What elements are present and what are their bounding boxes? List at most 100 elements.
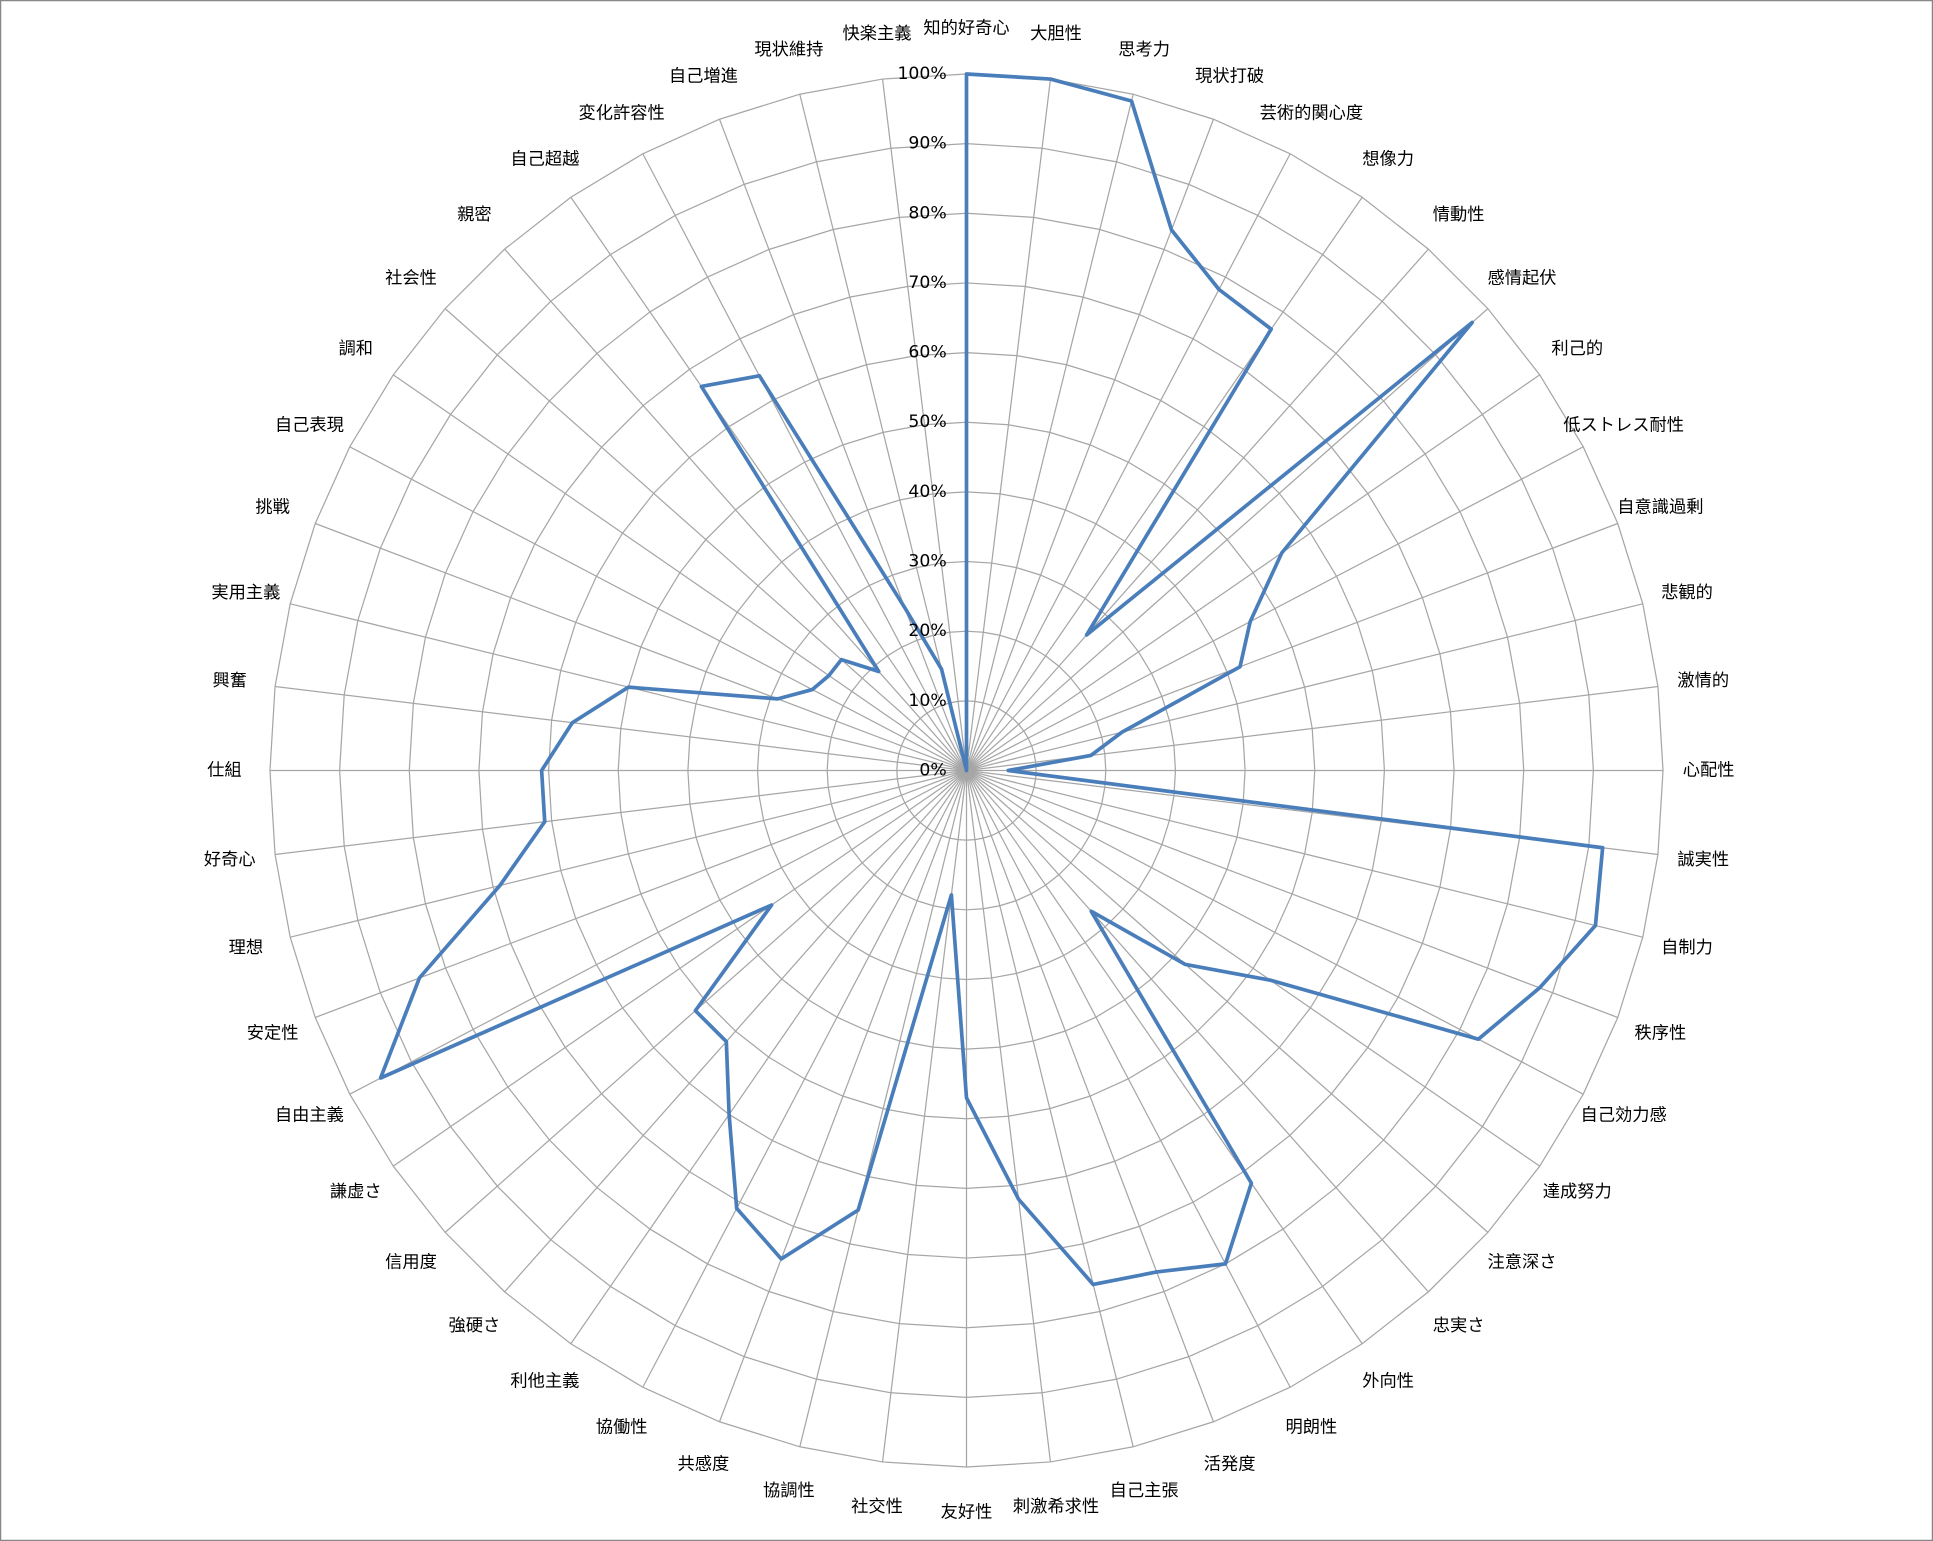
spoke — [444, 770, 967, 1233]
category-label: 知的好奇心 — [923, 18, 1009, 38]
grid — [269, 73, 1664, 1468]
category-label: 調和 — [338, 339, 373, 359]
y-tick-label: 80% — [908, 203, 946, 223]
category-label: 刺激希求性 — [1013, 1497, 1099, 1517]
spoke — [349, 769, 967, 1095]
spoke — [966, 770, 1489, 1233]
spoke — [966, 603, 1643, 772]
category-label: 感情起伏 — [1487, 268, 1556, 288]
category-label: 自己主張 — [1110, 1481, 1179, 1501]
spoke — [718, 770, 968, 1422]
spoke — [966, 769, 1541, 1167]
category-label: 変化許容性 — [578, 103, 664, 123]
spoke — [966, 770, 1429, 1293]
category-label: 自己超越 — [510, 150, 579, 170]
category-label: 親密 — [457, 205, 492, 225]
plot — [378, 72, 1605, 1287]
spoke — [392, 769, 967, 1167]
spoke — [274, 769, 967, 856]
spoke — [504, 248, 967, 771]
category-label: 活発度 — [1204, 1454, 1256, 1474]
category-label: 仕組 — [207, 761, 242, 781]
y-tick-label: 70% — [908, 273, 946, 293]
category-label: 心配性 — [1683, 761, 1735, 781]
spoke — [966, 769, 1618, 1019]
spoke — [965, 153, 1291, 771]
category-label: 快楽主義 — [843, 24, 912, 44]
category-label: 思考力 — [1118, 40, 1170, 60]
spoke — [392, 374, 967, 772]
spoke — [799, 770, 968, 1447]
category-label: 好奇心 — [204, 850, 256, 870]
spoke — [718, 119, 968, 771]
spoke — [966, 446, 1584, 772]
category-label: 激情的 — [1677, 671, 1729, 691]
y-tick-label: 0% — [919, 761, 946, 781]
spoke — [965, 770, 1052, 1463]
spoke — [966, 248, 1429, 771]
category-label: 外向性 — [1362, 1371, 1414, 1391]
category-label: 自意識過剰 — [1617, 497, 1703, 517]
spoke — [290, 769, 967, 938]
category-label: 自己表現 — [275, 416, 344, 436]
spoke — [570, 770, 968, 1345]
category-label: 利他主義 — [510, 1371, 579, 1391]
spoke — [965, 78, 1052, 771]
category-label: 友好性 — [941, 1503, 993, 1523]
category-label: 秩序性 — [1635, 1024, 1687, 1044]
category-label: 協調性 — [763, 1481, 815, 1501]
spoke — [966, 374, 1541, 772]
category-label: 芸術的関心度 — [1260, 103, 1364, 123]
spoke — [315, 522, 967, 772]
category-label: 共感度 — [677, 1454, 729, 1474]
spoke — [642, 770, 968, 1388]
y-tick-label: 50% — [908, 412, 946, 432]
category-label: 情動性 — [1433, 205, 1485, 225]
spoke — [965, 770, 1134, 1447]
spoke — [504, 770, 967, 1293]
category-label: 低ストレス耐性 — [1563, 416, 1684, 436]
category-label: 社会性 — [385, 268, 437, 288]
spoke — [965, 94, 1134, 771]
category-label: 自己効力感 — [1580, 1105, 1666, 1125]
category-label: 強硬さ — [448, 1316, 500, 1336]
spoke — [274, 685, 967, 772]
spoke — [881, 78, 968, 771]
category-label: 安定性 — [247, 1024, 299, 1044]
category-label: 興奮 — [213, 671, 248, 691]
category-label: 自由主義 — [275, 1105, 344, 1125]
spoke — [315, 769, 967, 1019]
spoke — [965, 770, 1215, 1422]
category-label: 大胆性 — [1030, 24, 1082, 44]
category-label: 想像力 — [1362, 150, 1414, 170]
spoke — [965, 770, 1363, 1345]
spoke — [966, 522, 1618, 772]
y-tick-label: 90% — [908, 134, 946, 154]
y-tick-label: 10% — [908, 691, 946, 711]
category-label: 悲観的 — [1661, 583, 1713, 603]
spoke — [966, 769, 1584, 1095]
y-tick-label: 20% — [908, 621, 946, 641]
y-tick-label: 100% — [897, 64, 946, 84]
category-label: 謙虚さ — [330, 1182, 382, 1202]
category-label: 実用主義 — [211, 583, 280, 603]
spoke — [642, 153, 968, 771]
spoke — [966, 769, 1643, 938]
category-label: 現状維持 — [754, 40, 823, 60]
y-tick-label: 60% — [908, 343, 946, 363]
spoke — [881, 770, 968, 1463]
category-label: 理想 — [229, 938, 264, 958]
category-label: 自己増進 — [669, 67, 738, 87]
y-tick-label: 30% — [908, 552, 946, 572]
spoke — [966, 308, 1489, 771]
category-label: 社交性 — [851, 1497, 903, 1517]
category-label: 挑戦 — [255, 497, 290, 517]
labels: 0% 10% 20% 30% 40% 50% 60% 70% 80% 90% 100% 知的好奇心 大胆… — [204, 18, 1735, 1522]
category-label: 明朗性 — [1286, 1418, 1338, 1438]
spoke — [444, 308, 967, 771]
category-label: 誠実性 — [1677, 850, 1729, 870]
spoke — [965, 196, 1363, 771]
category-label: 自制力 — [1661, 938, 1713, 958]
